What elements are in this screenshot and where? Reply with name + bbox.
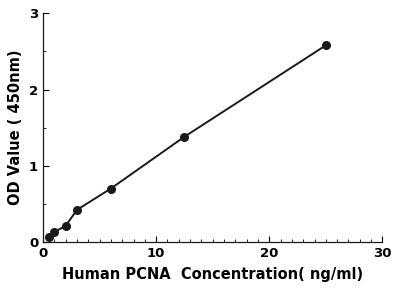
Y-axis label: OD Value ( 450nm): OD Value ( 450nm) <box>8 50 23 205</box>
X-axis label: Human PCNA  Concentration( ng/ml): Human PCNA Concentration( ng/ml) <box>62 267 363 282</box>
